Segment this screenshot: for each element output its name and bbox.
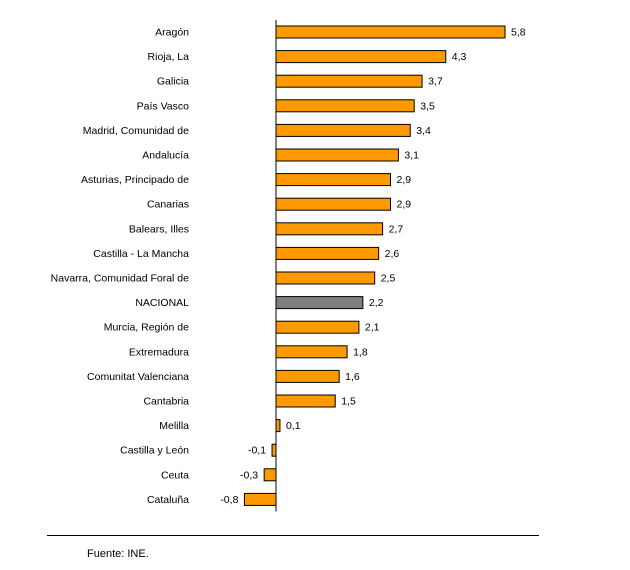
- category-label: NACIONAL: [135, 297, 189, 309]
- value-label: 2,7: [389, 223, 404, 235]
- category-label: Navarra, Comunidad Foral de: [51, 273, 189, 285]
- value-label: 3,4: [416, 125, 431, 137]
- category-label: Extremadura: [129, 346, 189, 358]
- category-label: Ceuta: [161, 469, 189, 481]
- bar: [243, 492, 277, 506]
- category-label: Rioja, La: [148, 51, 190, 63]
- category-label: Aragón: [155, 27, 189, 39]
- bar: [275, 345, 348, 359]
- value-label: 2,1: [365, 322, 380, 334]
- value-label: -0,3: [240, 469, 258, 481]
- footer-divider: [47, 535, 539, 536]
- bar: [275, 271, 376, 285]
- category-label: Asturias, Principado de: [81, 174, 189, 186]
- value-label: 0,1: [286, 420, 301, 432]
- value-label: 1,8: [353, 346, 368, 358]
- value-label: -0,1: [248, 445, 266, 457]
- bar: [275, 99, 415, 113]
- category-label: Cantabria: [143, 396, 189, 408]
- value-labels: 5,8 4,3 3,7 3,5 3,4 3,1 2,9 2,9 2,7 2,6 2,5 2,2 2,1 1…: [220, 27, 525, 506]
- category-labels: Aragón Rioja, La Galicia País Vasco Madrid, …: [51, 27, 189, 506]
- value-label: -0,8: [220, 494, 238, 506]
- bar: [275, 74, 423, 88]
- bar: [275, 25, 506, 39]
- bar: [275, 394, 336, 408]
- bar-chart: Aragón Rioja, La Galicia País Vasco Madrid, …: [51, 20, 526, 512]
- bars: [243, 25, 506, 506]
- category-label: Andalucía: [142, 150, 189, 162]
- category-label: Madrid, Comunidad de: [83, 125, 189, 137]
- value-label: 2,6: [385, 248, 400, 260]
- category-label: Comunitat Valenciana: [87, 371, 189, 383]
- bar: [275, 197, 391, 211]
- category-label: Melilla: [159, 420, 189, 432]
- value-label: 2,9: [397, 199, 412, 211]
- bar: [271, 443, 277, 457]
- bar: [275, 222, 384, 236]
- bar: [275, 50, 447, 64]
- value-label: 5,8: [511, 27, 526, 39]
- value-label: 2,2: [369, 297, 384, 309]
- value-label: 4,3: [452, 51, 467, 63]
- bar: [275, 419, 281, 433]
- value-label: 3,1: [404, 150, 419, 162]
- value-label: 3,5: [420, 100, 435, 112]
- value-label: 1,5: [341, 396, 356, 408]
- category-label: País Vasco: [137, 100, 189, 112]
- category-label: Cataluña: [147, 494, 189, 506]
- category-label: Castilla y León: [120, 445, 189, 457]
- category-label: Murcia, Región de: [104, 322, 189, 334]
- category-label: Castilla - La Mancha: [93, 248, 189, 260]
- bar: [275, 173, 391, 187]
- bar: [263, 468, 277, 482]
- category-label: Galicia: [157, 76, 189, 88]
- value-label: 1,6: [345, 371, 360, 383]
- value-label: 2,5: [381, 273, 396, 285]
- bar: [275, 296, 364, 310]
- bar: [275, 148, 399, 162]
- bar: [275, 123, 411, 137]
- value-label: 2,9: [397, 174, 412, 186]
- value-label: 3,7: [428, 76, 443, 88]
- category-label: Canarias: [147, 199, 189, 211]
- source-note: Fuente: INE.: [87, 548, 149, 560]
- category-label: Balears, Illes: [129, 223, 189, 235]
- bar: [275, 246, 380, 260]
- bar: [275, 369, 340, 383]
- bar: [275, 320, 360, 334]
